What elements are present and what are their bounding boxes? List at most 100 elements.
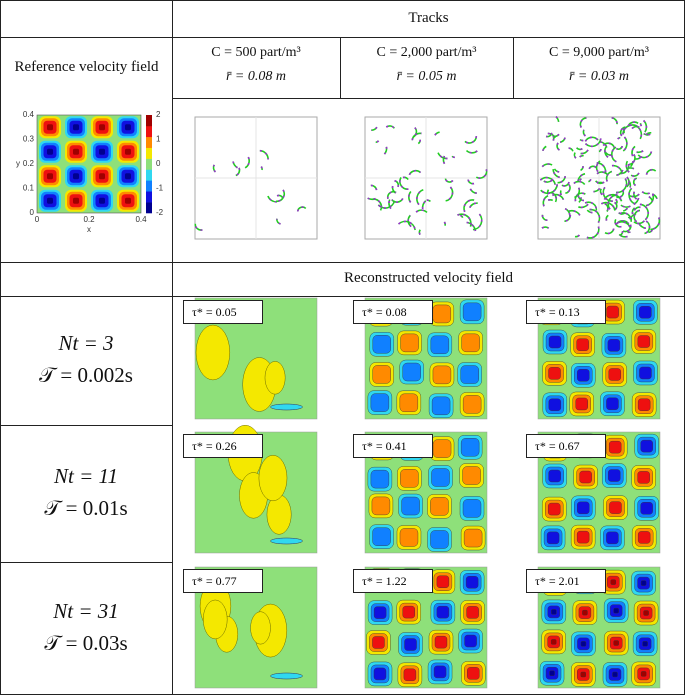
track	[579, 177, 582, 181]
y-tick-label: 0.3	[23, 135, 35, 144]
field-blob	[430, 335, 450, 354]
track	[596, 162, 607, 175]
field-blob	[577, 369, 590, 382]
track	[442, 155, 446, 165]
track	[467, 179, 475, 185]
track	[650, 217, 661, 231]
field-blob	[576, 338, 589, 351]
track	[541, 214, 548, 221]
field-blob	[643, 610, 649, 616]
field-blob	[639, 306, 652, 319]
ref-blob	[47, 148, 53, 155]
field-blob	[460, 365, 479, 384]
field-blob	[402, 605, 415, 619]
field-blob	[264, 361, 286, 395]
track	[408, 169, 422, 176]
track	[615, 220, 630, 225]
field-blob	[434, 635, 448, 649]
nt-label: Nt = 31	[53, 598, 119, 623]
track	[463, 199, 475, 213]
track	[613, 201, 618, 211]
track	[561, 181, 570, 187]
field-blob	[640, 580, 647, 586]
track	[235, 167, 241, 177]
colorbar-seg	[146, 125, 152, 138]
ref-blob	[125, 197, 131, 204]
field-blob	[370, 469, 390, 489]
track	[565, 184, 571, 194]
track	[574, 187, 581, 199]
track	[619, 126, 626, 137]
ref-blob	[125, 173, 131, 180]
track	[418, 229, 421, 236]
track	[607, 194, 616, 210]
field-blob	[401, 496, 420, 516]
field-blob	[640, 502, 653, 515]
track	[598, 148, 602, 153]
tau-label: τ* = 0.41	[353, 434, 433, 458]
track	[575, 147, 583, 151]
colorbar-seg	[146, 158, 152, 170]
field-blob	[430, 530, 449, 549]
field-blob	[637, 531, 651, 544]
track	[577, 193, 584, 202]
field-blob	[609, 501, 622, 514]
field-blob	[548, 502, 561, 516]
field-blob	[576, 530, 590, 544]
track	[539, 176, 557, 185]
field-blob	[373, 667, 387, 681]
track	[622, 128, 625, 134]
track	[645, 193, 655, 207]
colorbar-seg	[146, 147, 152, 159]
track	[451, 155, 455, 159]
field-blob	[403, 668, 417, 682]
track	[589, 208, 601, 224]
field-blob	[462, 499, 482, 518]
track	[633, 197, 640, 206]
ref-blob	[73, 173, 79, 180]
track	[547, 198, 554, 202]
track	[260, 166, 263, 171]
tau-label: τ* = 0.13	[526, 300, 606, 324]
reconstructed-header: Reconstructed velocity field	[343, 270, 514, 286]
track	[466, 221, 477, 232]
x-tick-label: 0.4	[135, 215, 147, 224]
colorbar-seg	[146, 136, 152, 148]
track	[614, 218, 622, 228]
radius: r̄ = 0.05 m	[396, 69, 457, 84]
y-tick-label: 0.4	[23, 110, 35, 119]
field-blob	[608, 368, 621, 381]
track	[637, 222, 647, 230]
track	[559, 190, 562, 196]
track	[426, 199, 431, 203]
field-blob	[370, 393, 390, 412]
track	[580, 149, 589, 155]
track	[556, 142, 560, 151]
track	[602, 142, 615, 148]
ref-blob	[99, 197, 105, 204]
field-blob	[372, 636, 385, 649]
track	[641, 191, 650, 195]
track	[631, 207, 636, 215]
track	[540, 184, 559, 195]
track	[642, 119, 648, 133]
track	[367, 197, 376, 201]
track	[578, 203, 589, 209]
field-blob	[258, 454, 288, 502]
track	[627, 121, 639, 127]
colorbar-seg	[146, 191, 152, 203]
field-blob	[464, 634, 477, 648]
tau-label: τ* = 0.26	[183, 434, 263, 458]
y-axis-label: y	[16, 159, 20, 168]
field-blob	[270, 403, 303, 411]
field-blob	[607, 339, 621, 352]
track	[468, 202, 478, 209]
field-blob	[462, 466, 481, 485]
track	[631, 125, 640, 130]
ref-blob	[125, 148, 131, 155]
field-blob	[432, 304, 452, 324]
ref-blob	[125, 124, 131, 131]
track	[445, 186, 454, 202]
track	[385, 125, 395, 129]
track	[604, 146, 609, 158]
